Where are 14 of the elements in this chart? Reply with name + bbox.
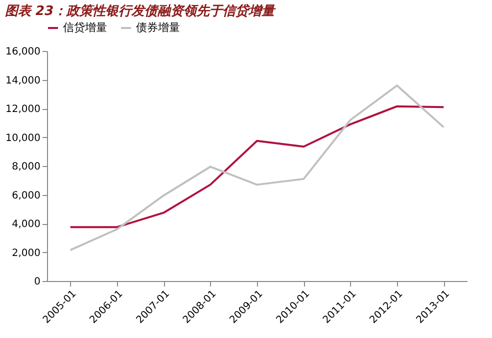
y-tick-label: 0 (34, 276, 40, 288)
y-tick-label: 16,000 (6, 46, 40, 58)
y-tick-label: 8,000 (12, 162, 40, 172)
y-tick-label: 4,000 (12, 219, 40, 230)
y-tick-label: 12,000 (6, 104, 40, 115)
legend-label: 债券增量 (136, 21, 180, 34)
line-series (69, 84, 445, 252)
y-tick-label: 6,000 (12, 190, 40, 202)
chart-title: 图表 23：政策性银行发债融资领先于信贷增量 (5, 3, 277, 19)
y-tick-label: 14,000 (6, 75, 40, 86)
y-tick-label: 2,000 (12, 248, 40, 259)
y-tick-label: 10,000 (6, 132, 40, 144)
legend-label: 信贷增量 (63, 21, 107, 34)
line-series (69, 105, 445, 228)
